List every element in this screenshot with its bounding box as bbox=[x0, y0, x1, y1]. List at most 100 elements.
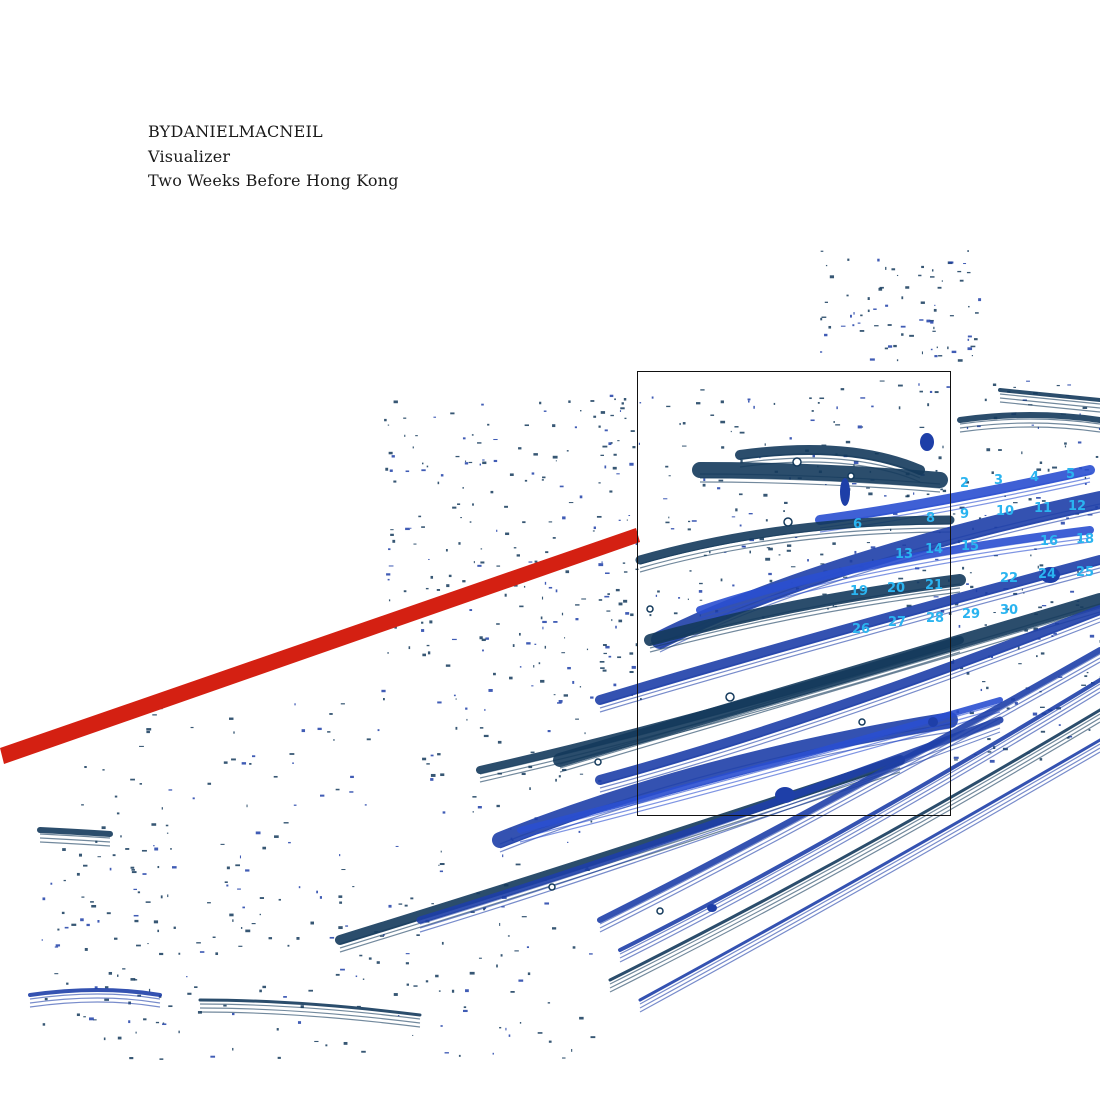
ink-hairline bbox=[479, 643, 961, 775]
ink-hairline bbox=[479, 647, 961, 779]
ink-stroke bbox=[595, 555, 1100, 705]
ink-hairline bbox=[559, 603, 1100, 765]
ink-hairline bbox=[999, 393, 1100, 405]
ink-hairline bbox=[619, 691, 1100, 963]
ink-stroke bbox=[651, 491, 1100, 649]
artist-name: BYDANIELMACNEIL bbox=[148, 122, 323, 141]
ink-hairline bbox=[599, 563, 1100, 705]
ink-hairline bbox=[479, 651, 961, 783]
ink-bubble bbox=[646, 605, 654, 613]
ink-hairline bbox=[999, 397, 1100, 409]
calendar-numbers: 2 3 4 5 6 8 9 10 11 12 13 14 15 16 18 19 20 21 22 24 25 26 27 2… bbox=[850, 467, 1094, 637]
calendar-number: 4 bbox=[1030, 470, 1039, 485]
ink-hairline bbox=[959, 426, 1100, 433]
ink-stroke bbox=[595, 605, 1100, 785]
ink-stroke bbox=[998, 388, 1100, 402]
ink-bubbles bbox=[548, 433, 1060, 915]
ink-strokes bbox=[28, 388, 1100, 1028]
ink-hairline bbox=[599, 661, 1100, 933]
ink-hairline bbox=[739, 453, 921, 475]
ink-blob bbox=[928, 717, 938, 727]
ink-hairline bbox=[39, 841, 111, 847]
ink-bubble bbox=[548, 883, 556, 891]
ink-hairline bbox=[699, 537, 1091, 619]
calendar-number: 29 bbox=[962, 607, 980, 622]
calendar-number: 27 bbox=[888, 615, 906, 630]
ink-hairline bbox=[639, 751, 1100, 1013]
calendar-number: 13 bbox=[895, 547, 913, 562]
ink-hairline bbox=[599, 621, 1100, 793]
ink-blob bbox=[920, 433, 934, 451]
ink-hairline bbox=[519, 703, 1001, 835]
ink-stroke bbox=[597, 647, 1100, 923]
calendar-number: 2 bbox=[960, 476, 969, 491]
ink-hairline bbox=[559, 611, 1100, 773]
title-block: BYDANIELMACNEIL Visualizer Two Weeks Bef… bbox=[148, 120, 399, 194]
ink-hairline bbox=[959, 418, 1100, 425]
calendar-number: 25 bbox=[1076, 565, 1094, 580]
calendar-number: 21 bbox=[925, 578, 943, 593]
calendar-number: 6 bbox=[853, 517, 862, 532]
ink-hairline bbox=[739, 461, 921, 483]
ink-hairline bbox=[599, 571, 1100, 713]
ink-stroke bbox=[618, 678, 1100, 952]
red-brush-stroke bbox=[0, 528, 640, 764]
ink-bubble bbox=[656, 907, 664, 915]
ink-hairline bbox=[649, 591, 961, 653]
ink-hairline bbox=[639, 523, 951, 565]
calendar-number: 12 bbox=[1068, 499, 1086, 514]
highlight-frame bbox=[637, 371, 951, 816]
ink-stroke bbox=[37, 827, 113, 837]
ink-hairline bbox=[699, 477, 941, 489]
ink-stroke bbox=[696, 526, 1094, 614]
ink-blob bbox=[707, 904, 717, 912]
ink-hairline bbox=[29, 1001, 161, 1008]
ink-stroke bbox=[644, 574, 966, 646]
ink-hairline bbox=[639, 531, 951, 573]
calendar-number: 22 bbox=[1000, 571, 1018, 586]
ink-hairline bbox=[699, 481, 941, 493]
calendar-number: 5 bbox=[1066, 467, 1075, 482]
ink-blob bbox=[1040, 567, 1060, 583]
ink-hairline bbox=[199, 1003, 421, 1020]
ink-blob bbox=[775, 787, 795, 803]
calendar-number: 28 bbox=[926, 611, 944, 626]
ink-stroke bbox=[476, 636, 964, 774]
subtitle: Visualizer bbox=[148, 146, 231, 166]
ink-hairline bbox=[699, 473, 941, 485]
ink-hairline bbox=[199, 1007, 421, 1024]
calendar-number: 11 bbox=[1034, 501, 1052, 516]
calendar-number: 3 bbox=[994, 473, 1003, 488]
ink-hairline bbox=[739, 457, 921, 479]
ink-hairline bbox=[609, 713, 1100, 985]
ink-stroke bbox=[815, 465, 1095, 525]
ink-hairline bbox=[519, 707, 1001, 839]
ink-hairline bbox=[649, 583, 961, 645]
ink-hairline bbox=[619, 687, 1100, 959]
ink-hairline bbox=[519, 711, 1001, 843]
ink-hairline bbox=[699, 541, 1091, 623]
ink-bubble bbox=[858, 718, 866, 726]
ink-bubble bbox=[594, 758, 602, 766]
ink-hairline bbox=[649, 587, 961, 649]
ink-stroke bbox=[608, 708, 1100, 982]
ink-hairline bbox=[599, 657, 1100, 929]
ink-hairline bbox=[599, 653, 1100, 925]
ink-hairline bbox=[39, 833, 111, 839]
ink-stroke bbox=[635, 515, 955, 565]
ink-hairline bbox=[199, 1011, 421, 1028]
ink-hairline bbox=[999, 401, 1100, 413]
ink-hairline bbox=[639, 747, 1100, 1009]
calendar-number: 30 bbox=[1000, 603, 1018, 618]
ink-stroke bbox=[638, 738, 1100, 1002]
ink-blob bbox=[840, 478, 850, 506]
ink-hairline bbox=[959, 422, 1100, 429]
ink-hairline bbox=[29, 997, 161, 1004]
calendar-number: 24 bbox=[1038, 567, 1056, 582]
ink-stroke bbox=[28, 988, 162, 997]
ink-hairline bbox=[599, 613, 1100, 785]
calendar-number: 8 bbox=[926, 511, 935, 526]
calendar-number: 26 bbox=[852, 622, 870, 637]
calendar-number: 10 bbox=[996, 504, 1014, 519]
ink-hairline bbox=[619, 683, 1100, 955]
